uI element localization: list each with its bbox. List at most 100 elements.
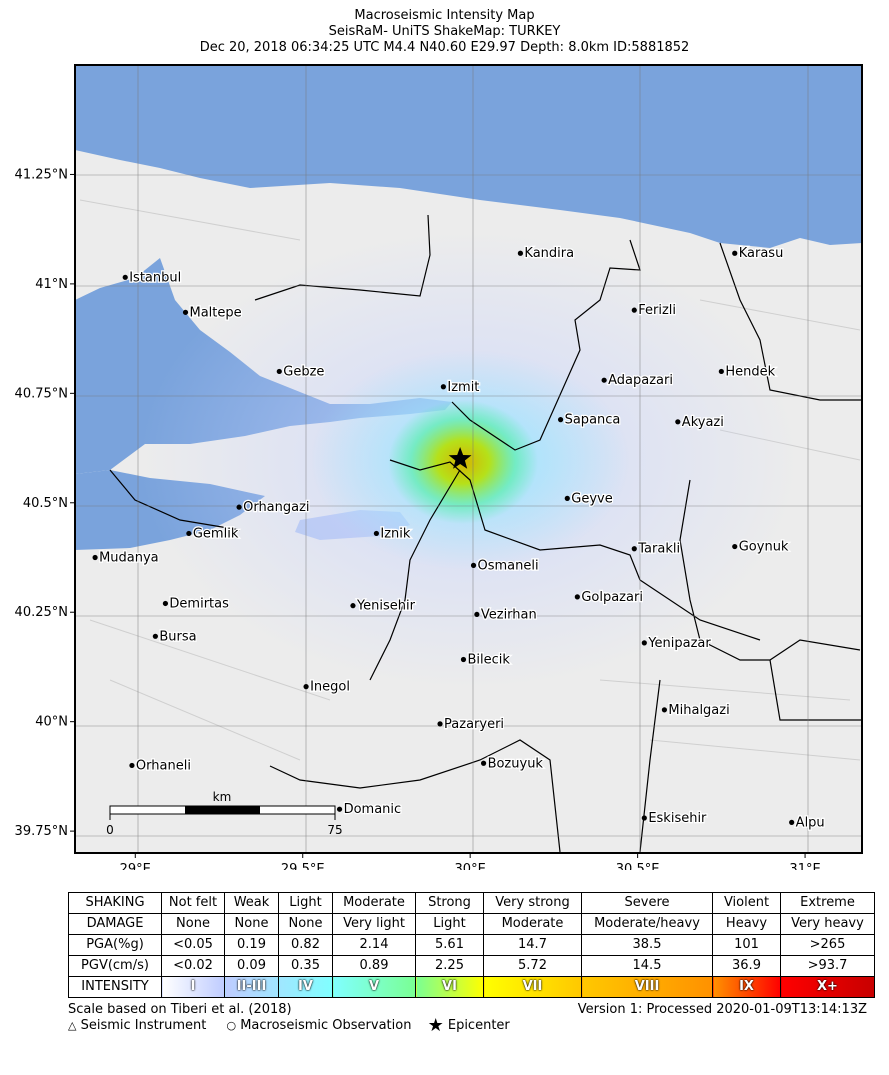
legend-cell: <0.02 <box>161 955 225 977</box>
city-dot <box>460 656 467 663</box>
city-dot <box>236 504 242 510</box>
legend-cell: IV <box>278 976 333 998</box>
lat-tick-label: 40.5°N <box>23 496 68 511</box>
city-dot <box>182 309 189 315</box>
city-label: Iznik <box>380 526 411 541</box>
circle-icon: ○ <box>226 1019 237 1032</box>
lon-tick-label: 31°E <box>789 862 820 870</box>
legend-row-header: PGV(cm/s) <box>68 955 162 977</box>
city-dot <box>601 377 607 383</box>
epicenter-star <box>448 447 472 469</box>
lat-tick-label: 41.25°N <box>15 167 68 182</box>
legend-cell: Severe <box>581 892 713 914</box>
lon-axis: 29°E 29.5°E 30°E 30.5°E 31°E <box>120 853 821 870</box>
city-label: Yenipazar <box>647 636 711 651</box>
legend-cell: V <box>332 976 416 998</box>
legend-row: INTENSITY I II-III IV V VI VII VIII IX X+ <box>68 976 875 998</box>
legend-cell: 2.14 <box>332 934 416 956</box>
legend-cell: VII <box>483 976 582 998</box>
legend-cell: Extreme <box>780 892 875 914</box>
city-dot <box>631 307 637 313</box>
lat-tick-label: 40°N <box>35 715 68 730</box>
city-label: Orhaneli <box>136 758 191 773</box>
legend-cell: 2.25 <box>415 955 484 977</box>
city-dot <box>470 562 477 568</box>
legend-cell: 0.09 <box>224 955 279 977</box>
legend-cell: 14.7 <box>483 934 582 956</box>
city-markers: Istanbul Maltepe Kandira Karasu Ferizli Gebze… <box>92 245 826 832</box>
city-dot <box>789 819 795 825</box>
city-dot <box>437 721 443 727</box>
city-label: Akyazi <box>682 415 724 430</box>
legend-cell: X+ <box>780 976 875 998</box>
scale-bar-min: 0 <box>106 823 114 837</box>
city-label: Karasu <box>739 246 784 261</box>
map-title: Macroseismic Intensity Map <box>354 8 535 23</box>
legend-cell: Very heavy <box>780 913 875 935</box>
legend-cell: Very light <box>332 913 416 935</box>
legend-cell: Heavy <box>712 913 781 935</box>
city-label: Maltepe <box>190 305 242 320</box>
city-dot <box>474 611 480 618</box>
key-macro: Macroseismic Observation <box>240 1018 412 1033</box>
city-label: Bozuyuk <box>488 756 544 771</box>
city-dot <box>336 806 343 812</box>
city-label: Goynuk <box>739 540 789 555</box>
province-boundaries <box>109 214 862 853</box>
city-dot <box>631 546 637 552</box>
legend-cell: Light <box>278 892 333 914</box>
city-label: Ferizli <box>638 303 676 318</box>
city-label: Inegol <box>310 680 350 695</box>
legend-row-header: SHAKING <box>68 892 162 914</box>
city-dot <box>641 815 647 821</box>
legend-cell: I <box>161 976 225 998</box>
city-label: Izmit <box>447 380 479 395</box>
city-label: Alpu <box>796 815 825 830</box>
legend-cell: Moderate <box>332 892 416 914</box>
legend-cell: Moderate <box>483 913 582 935</box>
city-label: Domanic <box>344 802 402 817</box>
city-label: Vezirhan <box>481 607 537 622</box>
legend-cell: Light <box>415 913 484 935</box>
lon-tick-label: 29.5°E <box>281 862 325 870</box>
legend-cell: None <box>278 913 333 935</box>
city-label: Adapazari <box>608 373 673 388</box>
city-dot <box>661 707 668 713</box>
legend-cell: 36.9 <box>712 955 781 977</box>
city-dot <box>129 762 135 769</box>
city-dot <box>350 603 356 609</box>
scale-bar: km 0 75 <box>106 790 342 837</box>
lon-tick-label: 29°E <box>120 862 151 870</box>
scale-note: Scale based on Tiberi et al. (2018) <box>68 1002 292 1017</box>
city-label: Sapanca <box>565 413 621 428</box>
city-label: Osmaneli <box>478 558 539 573</box>
legend-row: DAMAGE None None None Very light Light Moderat… <box>68 913 875 935</box>
city-dot <box>718 368 724 375</box>
city-dot <box>303 684 309 690</box>
legend-cell: VIII <box>581 976 713 998</box>
version-info: Version 1: Processed 2020-01-09T13:14:13… <box>577 1002 867 1017</box>
legend-cell: <0.05 <box>161 934 225 956</box>
lat-tick-label: 40.25°N <box>15 605 68 620</box>
key-instrument: Seismic Instrument <box>80 1018 207 1033</box>
legend-row: PGV(cm/s) <0.02 0.09 0.35 0.89 2.25 5.72 14.5 36… <box>68 955 875 977</box>
terrain-shading <box>79 199 861 761</box>
city-label: Kandira <box>524 246 574 261</box>
legend-cell: None <box>161 913 225 935</box>
city-label: Istanbul <box>129 270 181 285</box>
city-dot <box>480 760 487 766</box>
city-dot <box>276 368 282 375</box>
scale-bar-max: 75 <box>327 823 342 837</box>
city-dot <box>373 530 380 537</box>
city-dot <box>564 495 570 501</box>
city-dot <box>440 384 446 390</box>
legend-row: SHAKING Not felt Weak Light Moderate Strong Ve… <box>68 892 875 914</box>
city-dot <box>557 417 564 423</box>
city-label: Bilecik <box>467 653 510 668</box>
map-frame <box>74 64 863 854</box>
legend-cell: >265 <box>780 934 875 956</box>
lat-tick-label: 39.75°N <box>15 824 68 839</box>
legend-cell: Very strong <box>483 892 582 914</box>
legend-cell: 101 <box>712 934 781 956</box>
city-dot <box>152 633 158 639</box>
